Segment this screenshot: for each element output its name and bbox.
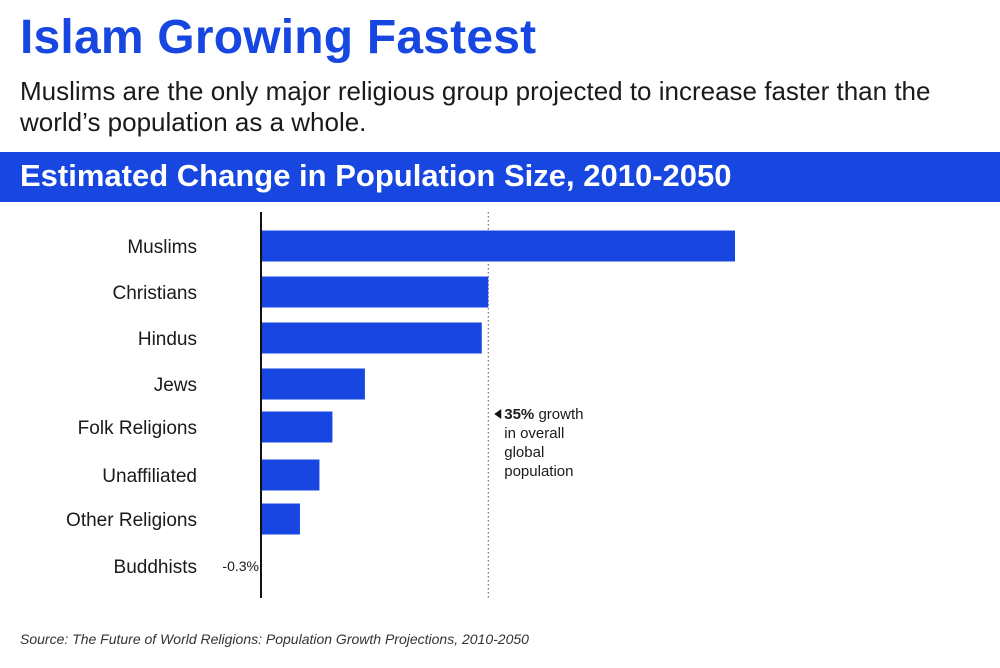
category-label: Christians: [113, 283, 197, 304]
annotation-line-2: in overall: [504, 425, 564, 442]
annotation-arrow-icon: [494, 409, 502, 419]
annotation-line-3: global: [504, 444, 544, 461]
annotation-line-4: population: [504, 463, 573, 480]
chart-title-banner: Estimated Change in Population Size, 201…: [0, 152, 1000, 202]
bar-chart: Muslims Christians Hindus Jews Folk Religion…: [66, 212, 735, 598]
annotation-line-1: 35% growth: [504, 406, 583, 423]
category-label: Folk Religions: [78, 418, 197, 439]
category-label: Hindus: [138, 329, 197, 350]
category-label: Jews: [154, 375, 197, 396]
bar: [261, 459, 320, 491]
value-label: -0.3%: [222, 558, 259, 574]
bar: [261, 230, 735, 262]
bar: [261, 368, 365, 400]
bar: [261, 322, 482, 354]
category-label: Other Religions: [66, 510, 197, 531]
page-title: Islam Growing Fastest: [20, 11, 537, 64]
category-label: Unaffiliated: [102, 466, 197, 487]
page-subtitle: Muslims are the only major religious gro…: [20, 76, 931, 137]
chart-title: Estimated Change in Population Size, 201…: [20, 158, 732, 193]
bar: [261, 503, 300, 535]
annotation-value: 35%: [504, 406, 534, 423]
bar: [261, 411, 333, 443]
source-note: Source: The Future of World Religions: P…: [20, 631, 529, 647]
bar: [261, 276, 489, 308]
category-label: Buddhists: [114, 557, 197, 578]
category-label: Muslims: [127, 237, 197, 258]
annotation-text: growth: [534, 406, 583, 423]
